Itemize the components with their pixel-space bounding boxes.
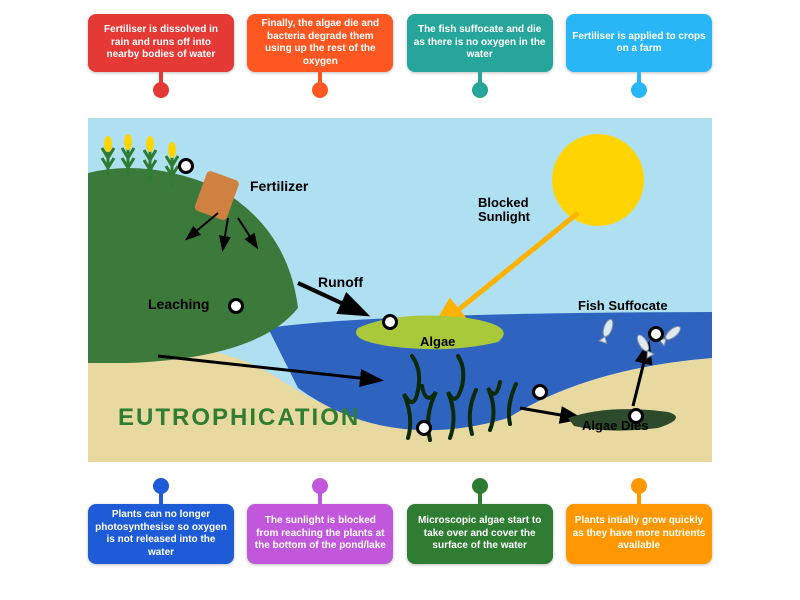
crop-tops: [104, 134, 176, 158]
card-label: Microscopic algae start to take over and…: [413, 515, 547, 553]
label-fertilizer: Fertilizer: [250, 178, 308, 194]
drop-target[interactable]: [628, 408, 644, 424]
card-top-1[interactable]: Finally, the algae die and bacteria degr…: [247, 14, 393, 72]
label-runoff: Runoff: [318, 274, 363, 290]
card-pin: [637, 72, 641, 88]
card-pin: [159, 72, 163, 88]
label-blocked-sunlight: BlockedSunlight: [478, 196, 530, 225]
card-pin: [318, 72, 322, 88]
card-row-top: Fertiliser is dissolved in rain and runs…: [88, 14, 712, 72]
card-label: The sunlight is blocked from reaching th…: [253, 515, 387, 553]
card-label: Plants intially grow quickly as they hav…: [572, 515, 706, 553]
card-row-bottom: Plants can no longer photosynthesise so …: [88, 504, 712, 564]
label-algae: Algae: [420, 334, 455, 349]
card-pin: [637, 488, 641, 504]
card-top-0[interactable]: Fertiliser is dissolved in rain and runs…: [88, 14, 234, 72]
sun-icon: [552, 134, 644, 226]
card-pin: [159, 488, 163, 504]
card-label: Plants can no longer photosynthesise so …: [94, 509, 228, 559]
card-label: Finally, the algae die and bacteria degr…: [253, 18, 387, 68]
card-bottom-3[interactable]: Plants intially grow quickly as they hav…: [566, 504, 712, 564]
label-leaching: Leaching: [148, 296, 209, 312]
drop-target[interactable]: [178, 158, 194, 174]
card-bottom-0[interactable]: Plants can no longer photosynthesise so …: [88, 504, 234, 564]
card-label: Fertiliser is dissolved in rain and runs…: [94, 24, 228, 62]
label-fish-suffocate: Fish Suffocate: [578, 298, 668, 313]
card-bottom-2[interactable]: Microscopic algae start to take over and…: [407, 504, 553, 564]
drop-target[interactable]: [416, 420, 432, 436]
card-pin: [478, 488, 482, 504]
eutrophication-diagram: Fertilizer BlockedSunlight Runoff Leachi…: [88, 118, 712, 462]
card-pin: [318, 488, 322, 504]
card-bottom-1[interactable]: The sunlight is blocked from reaching th…: [247, 504, 393, 564]
diagram-title: EUTROPHICATION: [118, 404, 360, 432]
card-label: The fish suffocate and die as there is n…: [413, 24, 547, 62]
card-top-2[interactable]: The fish suffocate and die as there is n…: [407, 14, 553, 72]
card-top-3[interactable]: Fertiliser is applied to crops on a farm: [566, 14, 712, 72]
drop-target[interactable]: [532, 384, 548, 400]
drop-target[interactable]: [228, 298, 244, 314]
hill-shape: [88, 168, 298, 363]
card-pin: [478, 72, 482, 88]
drop-target[interactable]: [382, 314, 398, 330]
sun-ray: [436, 213, 578, 328]
card-label: Fertiliser is applied to crops on a farm: [572, 31, 706, 56]
drop-target[interactable]: [648, 326, 664, 342]
